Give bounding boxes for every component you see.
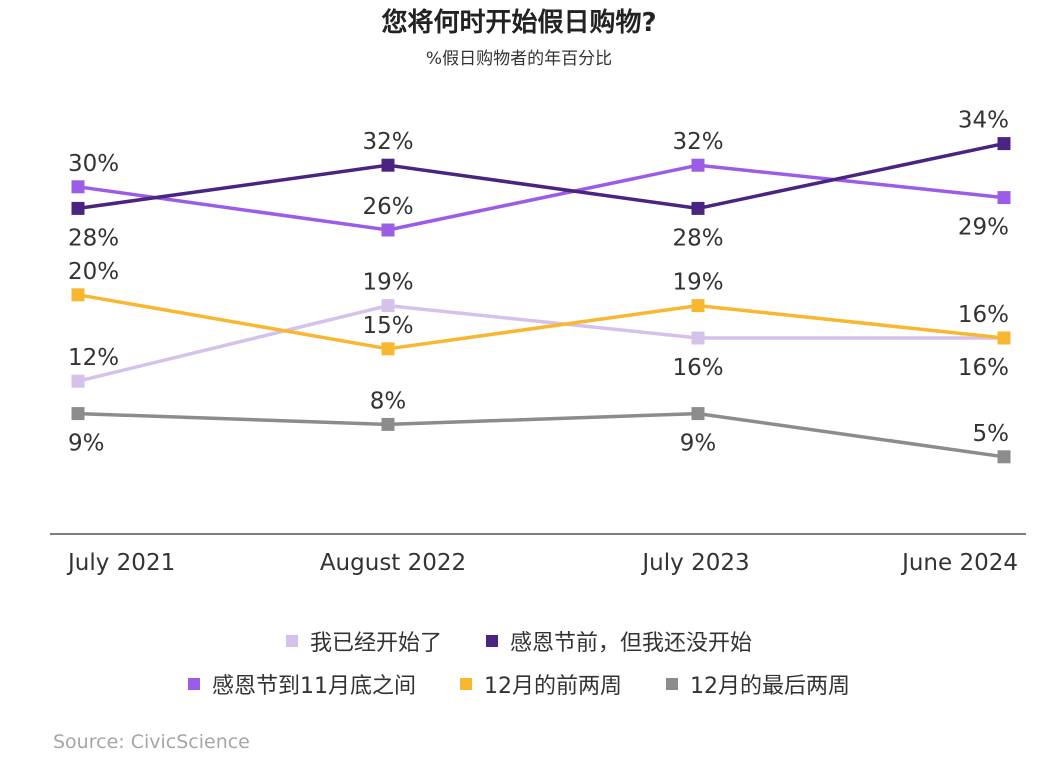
data-point <box>381 223 395 237</box>
data-label: 12% <box>68 345 119 371</box>
data-label: 16% <box>672 355 723 381</box>
x-tick-label: July 2021 <box>66 550 175 576</box>
line-chart: July 2021 August 2022 July 2023 June 2024 12… <box>50 108 1026 576</box>
legend-label-before-thanksgiving: 感恩节前，但我还没开始 <box>510 631 753 656</box>
data-point <box>997 450 1011 464</box>
data-label: 28% <box>672 225 723 251</box>
series-line <box>77 411 1005 459</box>
x-tick-label: June 2024 <box>900 550 1018 576</box>
legend-item-thanksgiving-to-nov: 感恩节到11月底之间 <box>188 668 416 700</box>
data-point <box>381 342 395 356</box>
data-point <box>71 407 85 421</box>
legend-row-1: 我已经开始了 感恩节前，但我还没开始 <box>0 625 1038 657</box>
legend-swatch-before-thanksgiving <box>486 635 498 647</box>
data-point <box>691 201 705 215</box>
data-label: 9% <box>680 431 717 457</box>
data-label: 15% <box>362 313 413 339</box>
data-label: 26% <box>362 194 413 220</box>
legend-swatch-thanksgiving-to-nov <box>188 678 200 690</box>
data-point <box>691 158 705 172</box>
data-point <box>691 299 705 313</box>
data-point <box>691 407 705 421</box>
data-point <box>381 299 395 313</box>
legend-swatch-dec-last-two-weeks <box>666 678 678 690</box>
legend-item-before-thanksgiving: 感恩节前，但我还没开始 <box>486 625 752 657</box>
data-label: 28% <box>68 225 119 251</box>
data-point <box>71 288 85 302</box>
data-point <box>691 331 705 345</box>
legend-item-started: 我已经开始了 <box>285 625 442 657</box>
x-tick-label: August 2022 <box>320 550 466 576</box>
data-point <box>71 180 85 194</box>
data-label: 29% <box>958 215 1009 241</box>
legend-swatch-started <box>285 635 298 647</box>
legend-label-dec-first-two-weeks: 12月的前两周 <box>484 674 622 699</box>
data-label: 32% <box>362 129 413 155</box>
series-line <box>77 303 1004 383</box>
legend-label-started: 我已经开始了 <box>309 631 442 656</box>
legend-item-dec-first-two-weeks: 12月的前两周 <box>460 668 622 700</box>
chart-subtitle: %假日购物者的年百分比 <box>425 49 613 69</box>
data-label: 32% <box>672 129 723 155</box>
data-label: 16% <box>958 302 1009 328</box>
data-label: 19% <box>672 270 723 296</box>
data-label: 16% <box>958 355 1009 381</box>
legend-row-2: 感恩节到11月底之间 12月的前两周 12月的最后两周 <box>0 668 1038 700</box>
data-point <box>997 191 1011 205</box>
data-point <box>71 374 85 388</box>
data-point <box>997 331 1011 345</box>
data-point <box>71 201 85 215</box>
data-label: 30% <box>68 151 119 177</box>
chart-title: 您将何时开始假日购物? <box>381 8 657 38</box>
data-label: 19% <box>362 270 413 296</box>
data-label: 9% <box>68 431 105 457</box>
legend-swatch-dec-first-two-weeks <box>460 678 472 690</box>
legend-item-dec-last-two-weeks: 12月的最后两周 <box>666 668 850 700</box>
series-line <box>77 141 1005 211</box>
series-line <box>77 163 1005 232</box>
data-label: 34% <box>958 108 1009 134</box>
legend-label-dec-last-two-weeks: 12月的最后两周 <box>690 674 850 699</box>
series-line <box>77 293 1005 351</box>
data-label: 5% <box>973 421 1010 447</box>
data-label: 8% <box>370 388 407 414</box>
data-point <box>381 417 395 431</box>
data-point <box>997 137 1011 151</box>
data-label: 20% <box>68 259 119 285</box>
x-tick-label: July 2023 <box>640 550 749 576</box>
source-note: Source: CivicScience <box>53 731 250 753</box>
legend-label-thanksgiving-to-nov: 感恩节到11月底之间 <box>212 674 416 699</box>
data-point <box>381 158 395 172</box>
